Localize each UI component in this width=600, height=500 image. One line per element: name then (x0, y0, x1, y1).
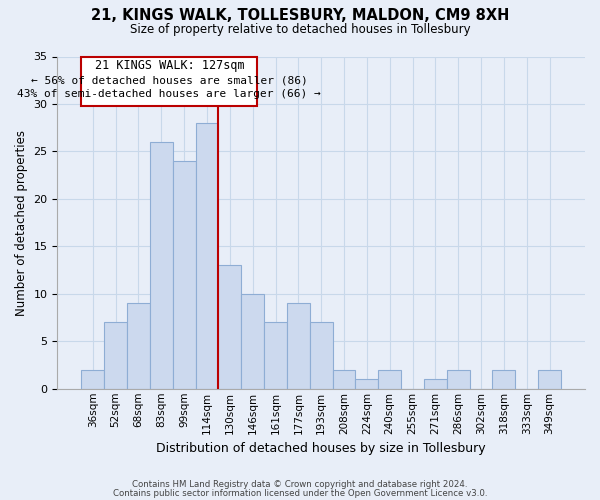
Text: 21 KINGS WALK: 127sqm: 21 KINGS WALK: 127sqm (95, 58, 244, 71)
Text: 21, KINGS WALK, TOLLESBURY, MALDON, CM9 8XH: 21, KINGS WALK, TOLLESBURY, MALDON, CM9 … (91, 8, 509, 22)
Bar (538, 370, 561, 389)
Bar (447, 370, 470, 389)
X-axis label: Distribution of detached houses by size in Tollesbury: Distribution of detached houses by size … (157, 442, 486, 455)
Bar (218, 266, 241, 389)
Text: Contains public sector information licensed under the Open Government Licence v3: Contains public sector information licen… (113, 488, 487, 498)
Text: ← 56% of detached houses are smaller (86): ← 56% of detached houses are smaller (86… (31, 75, 308, 85)
Bar (264, 322, 287, 389)
Bar (241, 294, 264, 389)
Bar (104, 322, 127, 389)
Bar (332, 370, 355, 389)
Text: Size of property relative to detached houses in Tollesbury: Size of property relative to detached ho… (130, 22, 470, 36)
Text: Contains HM Land Registry data © Crown copyright and database right 2024.: Contains HM Land Registry data © Crown c… (132, 480, 468, 489)
Bar (355, 380, 379, 389)
Bar (310, 322, 332, 389)
Bar (379, 370, 401, 389)
Bar (196, 123, 218, 389)
Bar (150, 142, 173, 389)
Y-axis label: Number of detached properties: Number of detached properties (15, 130, 28, 316)
Bar (424, 380, 447, 389)
Text: 43% of semi-detached houses are larger (66) →: 43% of semi-detached houses are larger (… (17, 90, 321, 100)
Bar (493, 370, 515, 389)
Bar (173, 161, 196, 389)
Bar (127, 304, 150, 389)
FancyBboxPatch shape (82, 56, 257, 106)
Bar (287, 304, 310, 389)
Bar (82, 370, 104, 389)
